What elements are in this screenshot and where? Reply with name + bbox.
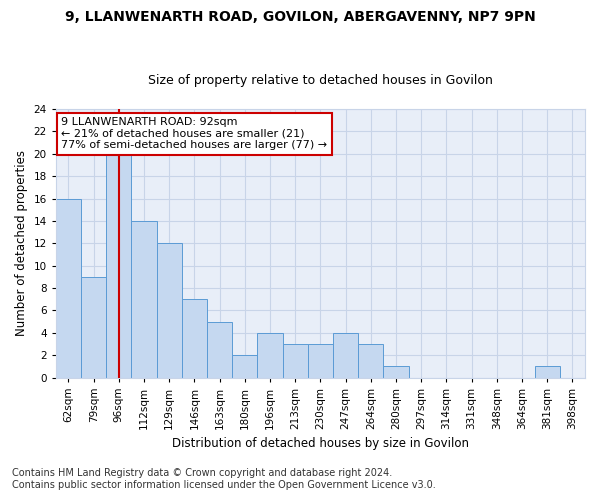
Bar <box>106 154 131 378</box>
Bar <box>56 198 81 378</box>
Text: 9, LLANWENARTH ROAD, GOVILON, ABERGAVENNY, NP7 9PN: 9, LLANWENARTH ROAD, GOVILON, ABERGAVENN… <box>65 10 535 24</box>
Y-axis label: Number of detached properties: Number of detached properties <box>15 150 28 336</box>
Bar <box>308 344 333 378</box>
Bar <box>157 244 182 378</box>
Bar <box>257 333 283 378</box>
Bar <box>207 322 232 378</box>
Bar <box>131 221 157 378</box>
Bar <box>358 344 383 378</box>
Bar <box>182 299 207 378</box>
Bar <box>333 333 358 378</box>
Text: 9 LLANWENARTH ROAD: 92sqm
← 21% of detached houses are smaller (21)
77% of semi-: 9 LLANWENARTH ROAD: 92sqm ← 21% of detac… <box>61 117 327 150</box>
Text: Contains HM Land Registry data © Crown copyright and database right 2024.
Contai: Contains HM Land Registry data © Crown c… <box>12 468 436 490</box>
X-axis label: Distribution of detached houses by size in Govilon: Distribution of detached houses by size … <box>172 437 469 450</box>
Bar <box>535 366 560 378</box>
Bar <box>283 344 308 378</box>
Title: Size of property relative to detached houses in Govilon: Size of property relative to detached ho… <box>148 74 493 87</box>
Bar <box>232 355 257 378</box>
Bar <box>383 366 409 378</box>
Bar <box>81 277 106 378</box>
